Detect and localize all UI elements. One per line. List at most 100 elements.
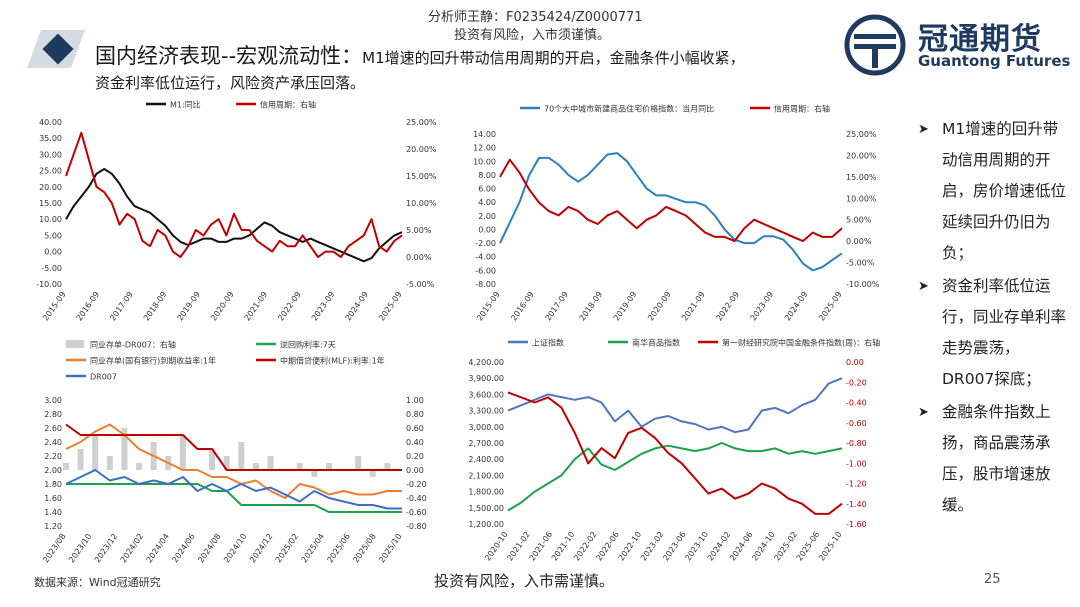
y-left-tick-label: 1,800.00 — [468, 488, 504, 497]
y-left-tick-label: 4.00 — [478, 198, 496, 207]
y-left-tick-label: 20.00 — [39, 183, 62, 192]
y-left-tick-label: 25.00 — [39, 167, 62, 176]
page-title-line2: 资金利率低位运行，风险资产承压回落。 — [95, 74, 366, 92]
series-line — [65, 168, 403, 263]
y-left-tick-label: 35.00 — [39, 134, 62, 143]
bullet-text: 金融条件指数上扬，商品震荡承压，股市增速放缓。 — [942, 403, 1051, 514]
bar-mark — [77, 449, 84, 470]
bar-mark — [238, 442, 245, 470]
y-left-tick-label: 0.00 — [478, 225, 496, 234]
analyst-credit: 分析师王静：F0235424/Z0000771 — [428, 10, 643, 25]
x-tick-label: 2023/12 — [93, 532, 119, 564]
bullet-item: ➤ 资金利率低位运行，同业存单利率走势震荡，DR007探底； — [916, 271, 1066, 395]
x-tick-label: 2016-09 — [509, 290, 536, 323]
y-right-tick-label: 1.00 — [406, 396, 424, 405]
bullet-text: M1增速的回升带动信用周期的开启，房价增速低位延续回升仍旧为负； — [942, 120, 1067, 262]
y-left-tick-label: 6.00 — [478, 185, 496, 194]
x-tick-label: 2021-09 — [243, 290, 270, 323]
x-tick-label: 2015-09 — [41, 290, 68, 323]
x-tick-label: 2022-09 — [714, 290, 741, 323]
x-tick-label: 2020-09 — [646, 290, 673, 323]
bullet-item: ➤ M1增速的回升带动信用周期的开启，房价增速低位延续回升仍旧为负； — [916, 114, 1066, 269]
legend-label: 南华商品指数 — [632, 338, 680, 348]
y-right-tick-label: -0.80 — [846, 439, 867, 448]
y-left-tick-label: 2,700.00 — [468, 439, 504, 448]
legend-label: M1:同比 — [170, 100, 201, 110]
bar-mark — [267, 456, 274, 470]
x-tick-label: 2025/08 — [351, 532, 377, 564]
y-left-tick-label: 12.00 — [473, 144, 496, 153]
y-right-tick-label: 15.00% — [406, 172, 437, 181]
y-left-tick-label: 14.00 — [473, 130, 496, 139]
page-number: 25 — [984, 572, 1001, 587]
y-right-tick-label: -10.00% — [846, 280, 880, 289]
legend-label: 信用周期：右轴 — [774, 104, 830, 114]
legend-label: 同业存单-DR007：右轴 — [90, 340, 176, 350]
y-left-tick-label: -4.00 — [475, 253, 496, 262]
y-left-tick-label: 2.20 — [44, 452, 62, 461]
x-tick-label: 2015-09 — [475, 290, 502, 323]
y-right-tick-label: 10.00% — [846, 194, 877, 203]
y-right-tick-label: 5.00% — [846, 216, 872, 225]
bullet-text: 资金利率低位运行，同业存单利率走势震荡，DR007探底； — [942, 277, 1067, 388]
bar-mark — [325, 463, 332, 470]
bar-mark — [296, 463, 303, 470]
y-right-tick-label: -1.40 — [846, 500, 867, 509]
legend-label: 上证指数 — [532, 338, 564, 348]
y-right-tick-label: -0.20 — [406, 480, 427, 489]
x-tick-label: 2024/04 — [145, 532, 171, 564]
x-tick-label: 2017-09 — [108, 290, 135, 323]
chart-m1-credit-cycle: M1:同比 信用周期：右轴 40.00 35.00 30.00 25.00 20.00 15.… — [36, 100, 437, 323]
y-right-tick-label: 0.00 — [406, 466, 424, 475]
series-line — [507, 391, 843, 515]
y-left-tick-label: 40.00 — [39, 118, 62, 127]
y-left-tick-label: 1.60 — [44, 494, 62, 503]
logo-name-en: Guantong Futures — [918, 52, 1071, 70]
bar-mark — [384, 463, 391, 470]
logo-name-cn: 冠通期货 — [918, 22, 1042, 57]
guantong-logo-icon — [844, 14, 906, 76]
y-left-tick-label: 3,000.00 — [468, 423, 504, 432]
bar-mark — [223, 456, 230, 470]
y-right-tick-label: 25.00% — [406, 118, 437, 127]
y-left-tick-label: 1.20 — [44, 522, 62, 531]
y-right-tick-label: 0.00% — [406, 253, 432, 262]
bar-mark — [136, 463, 143, 470]
series-line — [66, 483, 402, 513]
series-line — [65, 423, 402, 471]
y-left-tick-label: 3.00 — [44, 396, 62, 405]
x-tick-label: 2019-09 — [175, 290, 202, 323]
risk-notice-bottom: 投资有风险，入市需谨慎。 — [434, 572, 615, 590]
y-right-tick-label: -0.20 — [846, 378, 867, 387]
bar-mark — [92, 435, 99, 470]
y-left-tick-label: -6.00 — [475, 266, 496, 275]
y-left-tick-label: 15.00 — [39, 199, 62, 208]
y-left-tick-label: 8.00 — [478, 171, 496, 180]
series-line — [507, 442, 843, 512]
y-right-tick-label: -0.40 — [406, 494, 427, 503]
x-tick-label: 2023-09 — [310, 290, 337, 323]
x-tick-label: 2019-09 — [612, 290, 639, 323]
y-left-tick-label: -2.00 — [475, 239, 496, 248]
y-left-tick-label: 2.60 — [44, 424, 62, 433]
x-tick-label: 2018-09 — [578, 290, 605, 323]
bar-mark — [369, 470, 376, 477]
series-line — [65, 131, 403, 258]
legend-swatch — [66, 340, 84, 348]
bar-mark — [355, 456, 362, 470]
y-left-tick-label: 4,200.00 — [468, 358, 504, 367]
x-tick-label: 2025-09 — [377, 290, 404, 323]
x-tick-label: 2024/12 — [248, 532, 274, 564]
y-left-tick-label: 2,400.00 — [468, 455, 504, 464]
y-right-tick-label: 5.00% — [406, 226, 432, 235]
y-left-tick-label: 3,900.00 — [468, 374, 504, 383]
x-tick-label: 2024/02 — [119, 532, 145, 564]
y-left-tick-label: 3,600.00 — [468, 390, 504, 399]
y-left-tick-label: 10.00 — [473, 157, 496, 166]
x-tick-label: 2020-09 — [209, 290, 236, 323]
x-tick-label: 2018-09 — [142, 290, 169, 323]
y-right-tick-label: 0.20 — [406, 452, 424, 461]
y-left-tick-label: 1,500.00 — [468, 504, 504, 513]
x-tick-label: 2025/10 — [377, 532, 403, 564]
